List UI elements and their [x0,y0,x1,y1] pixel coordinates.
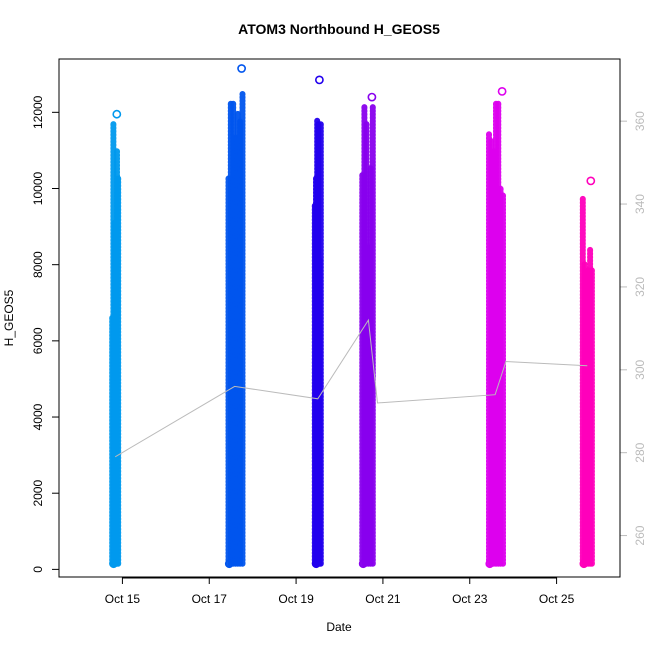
plot-box [58,58,621,578]
y-tick-label: 6000 [31,327,45,354]
chart-title: ATOM3 Northbound H_GEOS5 [238,21,440,37]
flight-min-point [485,559,495,569]
x-tick-label: Oct 15 [105,592,141,606]
flight-points-2 [224,64,246,569]
flight-max-point [112,109,122,119]
x-tick-label: Oct 23 [452,592,488,606]
y-tick-label: 8000 [31,251,45,278]
flight-max-point [367,92,377,102]
flight-min-point [579,559,589,569]
x-tick-label: Oct 25 [539,592,575,606]
x-tick-label: Oct 19 [278,592,314,606]
flight-max-point [237,64,246,73]
flight-points-3 [311,75,324,569]
flight-min-point [311,559,321,569]
flight-points-6 [579,176,596,569]
x-tick-label: Oct 17 [192,592,228,606]
axes: 0 2000 4000 6000 8000 10000 12000 260 280 300 320 3… [31,95,647,606]
y2-tick-label: 320 [633,277,647,297]
y-axis-label: H_GEOS5 [2,289,16,346]
y-tick-label: 4000 [31,403,45,430]
flight-points-5 [485,87,507,569]
y-tick-label: 12000 [31,95,45,129]
y2-tick-label: 280 [633,442,647,462]
y-tick-label: 2000 [31,480,45,507]
y2-tick-label: 260 [633,525,647,545]
flight-max-point [586,176,596,186]
flight-points-1 [109,109,122,569]
flight-max-point [314,75,324,85]
plot-marks [109,64,596,569]
flight-min-point [358,559,368,569]
flight-min-point [109,559,118,569]
flight-points-4 [358,92,377,569]
y2-tick-label: 340 [633,194,647,214]
y-tick-label: 0 [31,566,45,573]
flight-min-point [224,559,234,569]
y-tick-label: 10000 [31,171,45,205]
right-axis-series-line [114,318,588,458]
flight-max-point [497,87,507,96]
x-axis-label: Date [326,620,352,634]
y2-tick-label: 300 [633,359,647,379]
x-tick-label: Oct 21 [365,592,401,606]
y2-tick-label: 360 [633,111,647,131]
